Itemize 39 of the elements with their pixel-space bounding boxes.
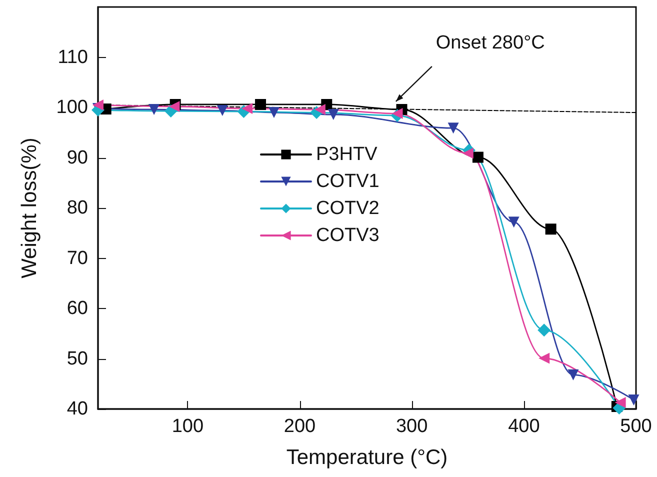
point xyxy=(508,216,520,228)
x-tick-label: 400 xyxy=(508,416,540,437)
point xyxy=(392,108,403,120)
x-tick-label: 100 xyxy=(172,416,204,437)
y-axis-title: Weight loss(%) xyxy=(18,138,41,278)
point xyxy=(148,104,160,116)
x-tick-label: 300 xyxy=(396,416,428,437)
y-tick-label: 60 xyxy=(66,298,88,319)
x-tick-label: 500 xyxy=(620,416,652,437)
y-tick-label: 100 xyxy=(56,97,88,118)
y-tick-label: 50 xyxy=(66,348,88,370)
annotation: Onset 280°C xyxy=(436,32,545,54)
point xyxy=(255,98,266,110)
point xyxy=(314,104,326,116)
point xyxy=(242,103,253,114)
legend-label: P3HTV xyxy=(316,144,378,165)
point xyxy=(92,99,104,110)
y-tick-label: 40 xyxy=(66,398,88,420)
point xyxy=(268,107,280,118)
point xyxy=(628,394,640,406)
point xyxy=(462,148,474,159)
legend-label: COTV2 xyxy=(316,198,380,219)
point xyxy=(568,369,579,380)
x-axis-title: Temperature (°C) xyxy=(286,446,448,469)
y-tick-label: 110 xyxy=(58,46,88,68)
point xyxy=(545,224,556,235)
point xyxy=(216,105,228,116)
x-tick-label: 200 xyxy=(284,416,316,437)
point xyxy=(538,324,551,337)
legend-label: COTV3 xyxy=(316,225,380,246)
legend-label: COTV1 xyxy=(316,171,380,192)
point xyxy=(448,122,459,134)
point xyxy=(614,396,626,408)
point xyxy=(538,352,550,364)
point xyxy=(472,152,484,163)
y-tick-label: 80 xyxy=(66,198,88,218)
y-tick-label: 90 xyxy=(66,147,88,168)
point xyxy=(328,109,339,120)
y-tick-label: 70 xyxy=(66,248,88,269)
